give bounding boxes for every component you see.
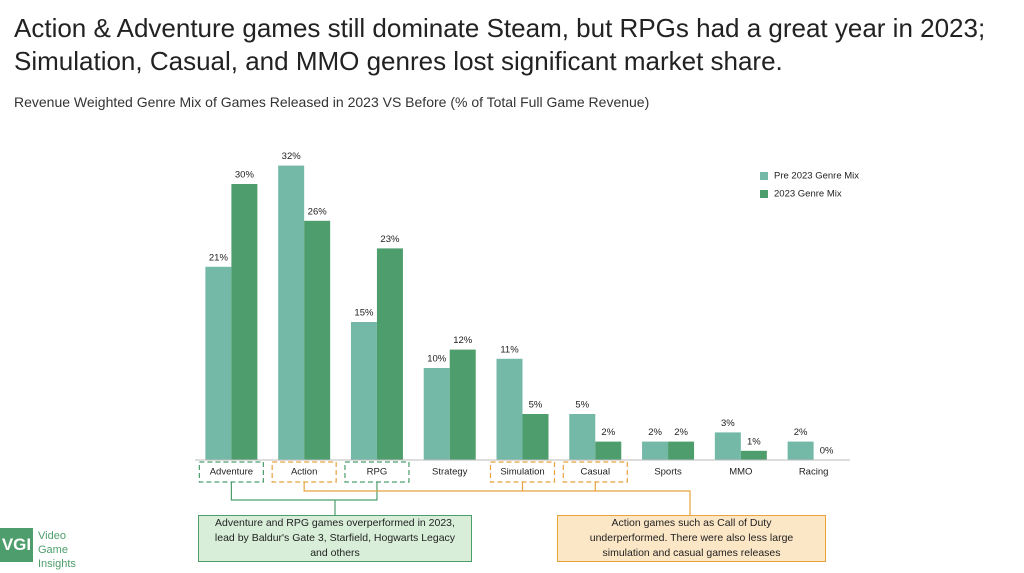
bar [205, 266, 232, 460]
x-tick-label: RPG [367, 467, 388, 478]
highlight-box [198, 461, 264, 483]
x-tick-label: Adventure [210, 467, 253, 478]
bar [714, 432, 741, 460]
bar [304, 220, 331, 460]
x-tick-label: Action [291, 467, 317, 478]
highlight-box [562, 461, 628, 483]
highlight-box [489, 461, 556, 483]
data-label: 23% [380, 234, 400, 245]
bar [449, 349, 476, 460]
data-label: 11% [500, 344, 519, 355]
highlight-box [271, 461, 337, 483]
data-label: 2% [794, 427, 808, 438]
legend-label: Pre 2023 Genre Mix [774, 171, 859, 182]
title: Action & Adventure games still dominate … [14, 13, 986, 76]
bar [595, 441, 622, 460]
data-label: 1% [747, 436, 761, 447]
annotation: Action games such as Call of Duty underp… [557, 515, 826, 562]
data-label: 30% [235, 170, 255, 181]
connector [303, 482, 691, 515]
bar [350, 322, 377, 460]
legend-label: 2023 Genre Mix [774, 189, 842, 200]
bar [231, 184, 258, 460]
annotation: Adventure and RPG games overperformed in… [198, 515, 472, 562]
subtitle: Revenue Weighted Genre Mix of Games Rele… [14, 94, 650, 110]
x-tick-label: Strategy [432, 467, 468, 478]
data-label: 5% [575, 400, 589, 411]
logo-text: Game [38, 544, 68, 556]
bar [569, 414, 596, 460]
data-label: 0% [820, 446, 834, 457]
x-tick-label: MMO [729, 467, 752, 478]
x-tick-label: Sports [654, 467, 682, 478]
logo-mark: VGI [0, 528, 33, 562]
logo-text: Insights [38, 558, 76, 570]
data-label: 2% [674, 427, 688, 438]
bar [668, 441, 695, 460]
x-tick-label: Casual [580, 467, 610, 478]
data-label: 3% [721, 418, 735, 429]
bar [376, 248, 403, 460]
data-label: 2% [648, 427, 662, 438]
data-label: 26% [308, 206, 328, 217]
data-label: 12% [453, 335, 473, 346]
x-tick-label: Racing [799, 467, 829, 478]
bar [423, 368, 450, 460]
bar [278, 165, 305, 460]
data-label: 21% [209, 252, 229, 263]
bar [642, 441, 669, 460]
bar [522, 414, 549, 460]
bar [496, 358, 523, 460]
bar [787, 441, 814, 460]
legend-swatch [760, 172, 768, 180]
highlight-box [344, 461, 410, 483]
data-label: 15% [354, 308, 374, 319]
logo-text: Video [38, 530, 66, 542]
data-label: 5% [529, 400, 543, 411]
x-tick-label: Simulation [500, 467, 544, 478]
legend-swatch [760, 190, 768, 198]
data-label: 2% [601, 427, 615, 438]
bar [740, 450, 767, 460]
data-label: 32% [282, 151, 302, 162]
data-label: 10% [427, 354, 447, 365]
